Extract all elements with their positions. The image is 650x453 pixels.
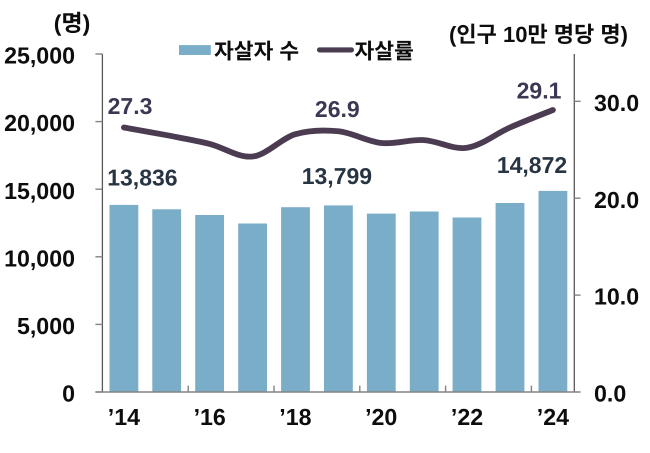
svg-text:’14: ’14	[108, 404, 140, 430]
svg-text:10.0: 10.0	[594, 284, 639, 310]
svg-text:13,799: 13,799	[302, 163, 372, 189]
svg-text:29.1: 29.1	[517, 78, 562, 104]
svg-text:27.3: 27.3	[108, 93, 153, 119]
svg-text:): )	[621, 22, 628, 47]
svg-text:’18: ’18	[279, 404, 311, 430]
svg-text:26.9: 26.9	[315, 96, 360, 122]
svg-text:0: 0	[62, 381, 75, 407]
svg-text:’20: ’20	[365, 404, 397, 430]
svg-text:30.0: 30.0	[594, 90, 639, 116]
svg-text:1: 1	[503, 22, 515, 47]
svg-text:0: 0	[515, 22, 527, 47]
svg-text:14,872: 14,872	[497, 152, 567, 178]
svg-text:15,000: 15,000	[4, 178, 75, 204]
svg-text:(: (	[54, 10, 62, 36]
svg-text:’16: ’16	[194, 404, 226, 430]
svg-text:): )	[83, 10, 91, 36]
svg-text:13,836: 13,836	[107, 165, 177, 191]
svg-text:20,000: 20,000	[4, 110, 75, 136]
svg-text:(: (	[449, 22, 457, 47]
svg-text:5,000: 5,000	[17, 313, 75, 339]
svg-text:’22: ’22	[451, 404, 483, 430]
svg-text:20.0: 20.0	[594, 187, 639, 213]
svg-text:25,000: 25,000	[4, 43, 75, 69]
svg-text:’24: ’24	[537, 404, 569, 430]
svg-text:0.0: 0.0	[594, 381, 626, 407]
svg-text:10,000: 10,000	[4, 245, 75, 271]
